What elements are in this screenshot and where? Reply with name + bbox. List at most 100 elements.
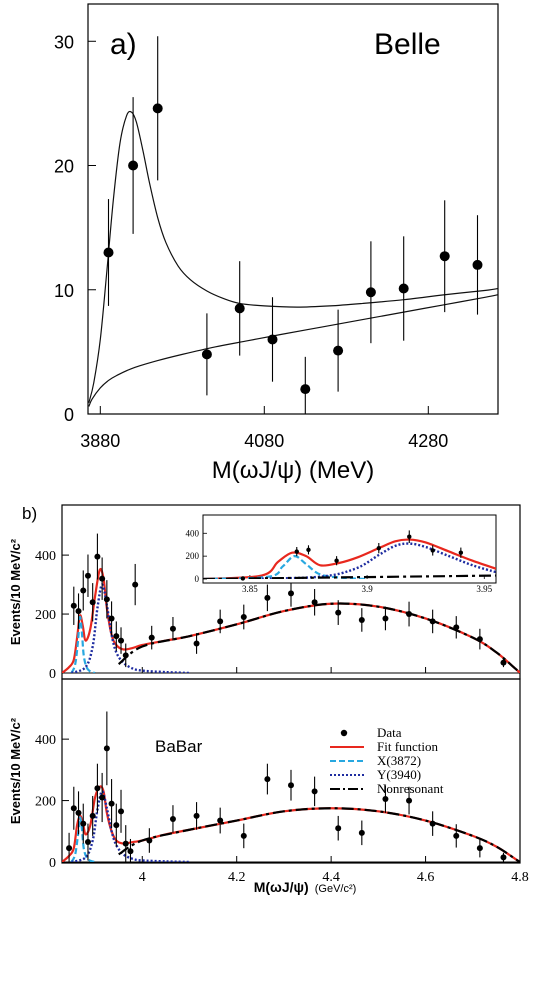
babar-upper-data-point xyxy=(94,553,101,560)
babar-lower-data-point xyxy=(84,839,91,846)
belle-totalfit-curve xyxy=(88,110,498,403)
belle-background-curve xyxy=(88,294,498,407)
inset-y-tick-label: 400 xyxy=(186,528,200,538)
babar-legend: Data Fit function X(3872) Y(3940) Nonres… xyxy=(330,725,444,796)
babar-upper-data-point xyxy=(132,581,139,588)
belle-x-tick-label: 4280 xyxy=(408,431,448,451)
babar-upper-data-point xyxy=(429,618,436,625)
babar-upper-data-point xyxy=(169,625,176,632)
babar-lower-data-point xyxy=(500,854,507,861)
belle-data-point xyxy=(333,345,344,356)
legend-y3940-label: Y(3940) xyxy=(377,767,421,782)
legend-data-label: Data xyxy=(377,725,402,740)
inset-y3940-curve xyxy=(249,542,496,579)
inset-y-tick-label: 0 xyxy=(195,574,200,584)
babar-lower-data-point xyxy=(127,848,134,855)
inset-data-point xyxy=(294,549,299,554)
babar-lower-data-point xyxy=(193,812,200,819)
babar-lower-data-point xyxy=(80,820,87,827)
babar-upper-y-tick-label: 400 xyxy=(35,549,56,564)
babar-lower-data-point xyxy=(99,794,106,801)
inset-frame xyxy=(202,514,497,584)
babar-upper-data-point xyxy=(193,640,200,647)
babar-lower-data-point xyxy=(118,808,125,815)
babar-lower-data-point xyxy=(75,809,82,816)
babar-upper-y-tick-label: 0 xyxy=(49,667,56,682)
babar-upper-data-point xyxy=(99,575,106,582)
belle-y-tick-label: 30 xyxy=(54,32,74,52)
babar-upper-data-point xyxy=(75,608,82,615)
belle-experiment-label: Belle xyxy=(374,28,441,61)
legend-nonresonant-label: Nonresonant xyxy=(377,781,444,796)
babar-upper-data-point xyxy=(80,587,87,594)
babar-x-axis-quantity: M(ωJ/ψ) xyxy=(254,879,309,895)
belle-panel-label: a) xyxy=(110,28,137,61)
babar-lower-y-tick-label: 400 xyxy=(35,733,56,748)
babar-lower-data-point xyxy=(264,776,271,783)
belle-y-tick-label: 20 xyxy=(54,157,74,177)
belle-data-point xyxy=(234,303,245,314)
babar-upper-data-point xyxy=(70,602,77,609)
belle-data-point xyxy=(365,287,376,298)
inset-data-point xyxy=(306,547,311,553)
babar-lower-frame xyxy=(61,678,521,864)
babar-lower-x-tick-label: 4.4 xyxy=(322,870,340,885)
inset-x-tick-label: 3.9 xyxy=(361,584,373,594)
babar-lower-data-point xyxy=(113,822,120,829)
inset-x-tick-label: 3.95 xyxy=(476,584,492,594)
babar-lower-data-point xyxy=(217,817,224,824)
babar-upper-x3872-curve xyxy=(70,615,96,673)
babar-lower-data-point xyxy=(146,837,153,844)
belle-plot-frame xyxy=(87,3,499,415)
belle-data-point xyxy=(128,160,139,171)
belle-data-point xyxy=(472,259,483,270)
babar-lower-data-point xyxy=(476,845,483,852)
babar-upper-data-point xyxy=(358,616,365,623)
babar-upper-data-point xyxy=(311,599,318,606)
babar-lower-data-point xyxy=(382,796,389,803)
babar-lower-data-point xyxy=(358,829,365,836)
babar-lower-y3940-curve xyxy=(71,790,190,862)
inset-data-point xyxy=(334,558,339,563)
babar-upper-data-point xyxy=(113,633,120,640)
babar-experiment-label: BaBar xyxy=(155,737,203,756)
belle-data-point xyxy=(398,283,409,294)
legend-data-marker xyxy=(340,729,348,737)
babar-lower-data-point xyxy=(311,788,318,795)
babar-lower-data-point xyxy=(122,840,129,847)
belle-y-tick-label: 0 xyxy=(64,405,74,425)
babar-lower-data-point xyxy=(94,785,101,792)
legend-x3872-label: X(3872) xyxy=(377,753,421,768)
babar-upper-data-point xyxy=(382,615,389,622)
belle-data-point xyxy=(201,349,212,360)
babar-upper-data-point xyxy=(118,637,125,644)
babar-lower-y-tick-label: 0 xyxy=(49,856,56,871)
babar-lower-data-point xyxy=(169,816,176,822)
babar-lower-data-point xyxy=(240,832,247,839)
babar-x-axis-label: M(ωJ/ψ) (GeV/c²) xyxy=(254,879,357,895)
babar-lower-y-axis-label: Events/10 MeV/c² xyxy=(8,717,23,824)
inset-fit-curve xyxy=(203,538,496,579)
babar-lower-x-tick-label: 4.2 xyxy=(228,870,246,885)
babar-lower-data-point xyxy=(288,782,294,789)
babar-upper-data-point xyxy=(453,624,460,631)
inset-y-tick-label: 200 xyxy=(186,551,200,561)
babar-upper-data-point xyxy=(264,594,271,601)
babar-upper-data-point xyxy=(240,614,247,620)
inset-data-point xyxy=(430,548,435,553)
belle-data-point xyxy=(300,384,311,395)
babar-upper-data-point xyxy=(217,618,224,625)
babar-upper-data-point xyxy=(122,652,129,659)
inset-data-point xyxy=(240,576,246,581)
babar-upper-data-point xyxy=(84,572,91,579)
babar-lower-data-point xyxy=(103,745,110,752)
babar-upper-data-point xyxy=(476,636,483,643)
belle-data-point xyxy=(103,247,114,258)
legend-fit-label: Fit function xyxy=(377,739,439,754)
babar-lower-data-point xyxy=(89,812,96,819)
babar-upper-data-point xyxy=(500,659,507,666)
babar-lower-y-tick-label: 200 xyxy=(35,795,56,810)
babar-lower-data-point xyxy=(406,797,413,804)
babar-lower-x-tick-label: 4 xyxy=(139,870,146,885)
